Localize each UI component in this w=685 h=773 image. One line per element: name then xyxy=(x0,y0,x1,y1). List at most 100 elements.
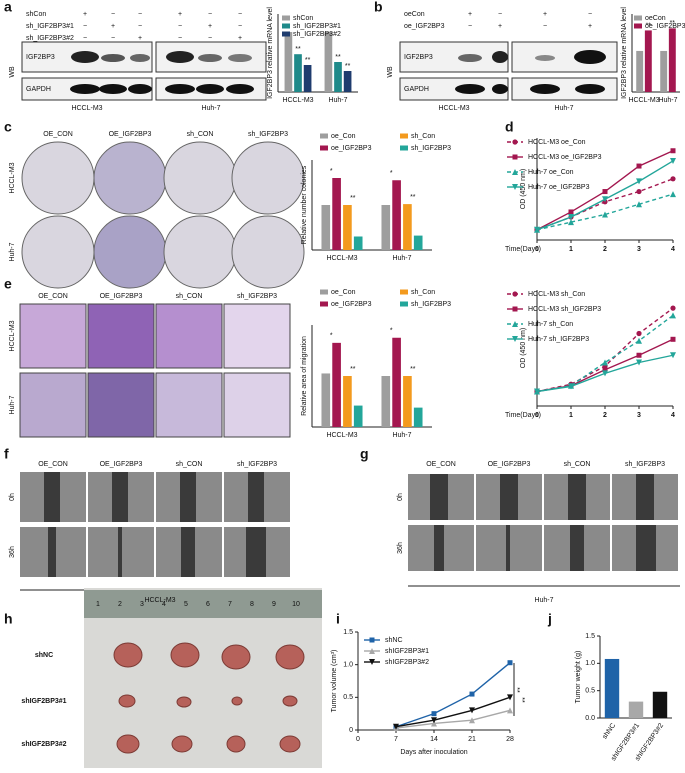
x-tick-label: shNC xyxy=(601,722,617,740)
sign: + xyxy=(111,23,115,30)
bar xyxy=(284,32,293,92)
marker xyxy=(602,211,608,218)
significance: * xyxy=(390,328,393,335)
significance: ** xyxy=(350,366,356,373)
ruler-number: 3 xyxy=(140,601,144,608)
bar xyxy=(636,50,644,92)
sign: − xyxy=(138,23,142,30)
ruler-number: 7 xyxy=(228,601,232,608)
bar xyxy=(343,205,352,250)
legend-label: sh_IGF2BP3#1 xyxy=(293,23,341,30)
legend-swatch xyxy=(400,301,408,307)
caption: Huh-7 xyxy=(534,597,553,604)
sign: − xyxy=(111,11,115,18)
column-label: sh_CON xyxy=(176,293,203,300)
y-tick-label: 0.5 xyxy=(585,688,595,695)
cell-line: HCCL-M3 xyxy=(438,105,469,112)
marker xyxy=(469,691,475,697)
bar xyxy=(381,205,391,250)
panel-letter: c xyxy=(4,119,12,135)
row-label: sh_IGF2BP3#1 xyxy=(26,23,74,30)
marker xyxy=(670,148,676,154)
row-label: shNC xyxy=(35,652,53,659)
legend-marker xyxy=(369,648,375,654)
legend-label: Huh-7 oe_Con xyxy=(528,169,574,176)
y-axis-label: Tumor weight (g) xyxy=(575,651,582,704)
blot-label: GAPDH xyxy=(404,86,429,93)
significance: ** xyxy=(295,46,301,53)
x-tick-label: 28 xyxy=(506,736,514,743)
ruler-number: 4 xyxy=(162,601,166,608)
column-label: sh_IGF2BP3 xyxy=(248,131,288,138)
legend-label: shIGF2BP3#1 xyxy=(385,648,429,655)
y-tick-label: 0.0 xyxy=(585,715,595,722)
y-tick-label: 1.0 xyxy=(343,662,353,669)
y-axis-label: IGF2BP3 relative mRNA level xyxy=(267,7,274,99)
column-label: OE_CON xyxy=(38,293,68,300)
significance: ** xyxy=(410,366,416,373)
sign: − xyxy=(111,35,115,42)
row-label: 36h xyxy=(397,542,404,554)
legend-label: oe_Con xyxy=(331,133,356,140)
sign: − xyxy=(208,35,212,42)
blot-label: IGF2BP3 xyxy=(26,54,55,61)
x-tick-label: 4 xyxy=(671,412,675,419)
column-label: OE_CON xyxy=(38,461,68,468)
sign: − xyxy=(468,23,472,30)
legend-marker xyxy=(512,184,518,190)
marker xyxy=(602,189,608,195)
legend-marker xyxy=(512,321,518,327)
row-label: Huh-7 xyxy=(9,395,16,414)
sign: + xyxy=(178,11,182,18)
marker xyxy=(636,337,642,344)
row-label: HCCL-M3 xyxy=(9,320,16,351)
legend-label: HCCL-M3 oe_IGF2BP3 xyxy=(528,154,602,161)
bar xyxy=(332,178,341,250)
significance: ** xyxy=(335,54,341,61)
legend-label: sh_Con xyxy=(411,289,435,296)
x-axis-label: Days after inoculation xyxy=(400,749,467,756)
y-tick-label: 1.5 xyxy=(343,629,353,636)
legend-label: sh_IGF2BP3 xyxy=(411,301,451,308)
significance: ** xyxy=(670,20,676,27)
x-tick-label: HCCL-M3 xyxy=(326,432,357,439)
marker xyxy=(670,305,676,311)
row-label: shCon xyxy=(26,11,46,18)
sign: + xyxy=(138,35,142,42)
x-tick-label: HCCL-M3 xyxy=(326,255,357,262)
sign: − xyxy=(238,23,242,30)
marker xyxy=(602,196,608,203)
bar xyxy=(413,407,423,427)
marker xyxy=(568,209,574,215)
column-label: OE_IGF2BP3 xyxy=(100,293,143,300)
x-tick-label: Huh-7 xyxy=(392,432,411,439)
marker xyxy=(636,359,642,366)
sign: − xyxy=(178,23,182,30)
marker xyxy=(636,163,642,169)
x-tick-label: 0 xyxy=(356,736,360,743)
marker xyxy=(670,191,676,198)
row-label: shIGF2BP3#2 xyxy=(21,741,66,748)
marker xyxy=(670,352,676,359)
significance: ** xyxy=(350,195,356,202)
sign: + xyxy=(588,23,592,30)
bar xyxy=(343,376,352,427)
bar xyxy=(332,342,341,427)
legend-swatch xyxy=(282,31,290,37)
x-tick-label: 4 xyxy=(671,246,675,253)
marker xyxy=(534,226,540,233)
significance: ** xyxy=(305,57,311,64)
legend-swatch xyxy=(282,23,290,29)
significance: * xyxy=(330,333,333,340)
legend-swatch xyxy=(400,289,408,295)
significance: ** xyxy=(410,194,416,201)
significance: * xyxy=(390,170,393,177)
legend-swatch xyxy=(634,23,642,29)
wound-images-g xyxy=(408,474,680,587)
bar xyxy=(321,373,331,427)
row-label: oeCon xyxy=(404,11,425,18)
marker xyxy=(507,694,513,701)
row-label: 0h xyxy=(397,493,404,501)
blot-a xyxy=(21,41,267,101)
marker xyxy=(602,359,608,366)
